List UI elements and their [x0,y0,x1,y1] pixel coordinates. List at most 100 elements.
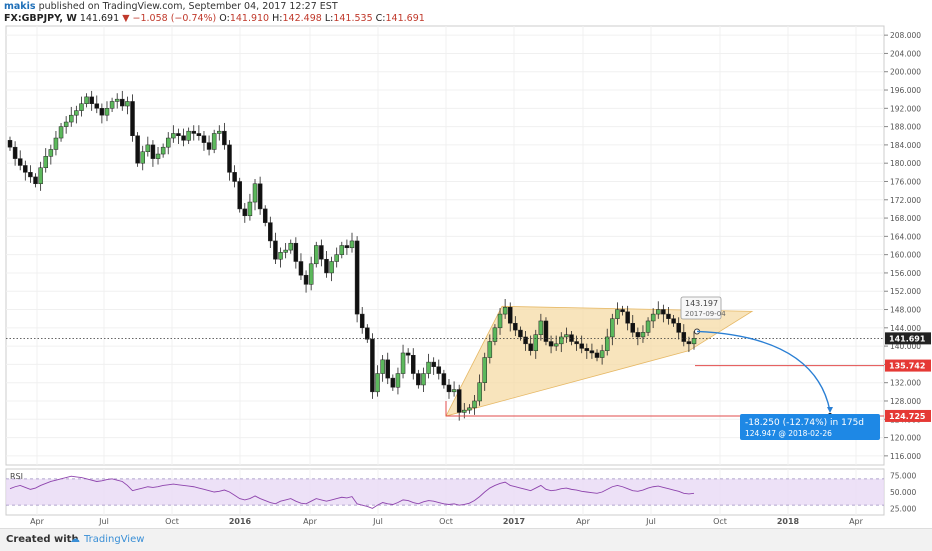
candle-body [53,137,59,150]
candle-body [656,309,661,315]
x-tick-label: Jul [372,517,383,526]
candle-body [671,318,676,324]
candle-body [431,361,436,367]
candle-body [354,240,360,315]
candle-body [89,96,94,104]
candle-body [462,409,467,413]
candle-body [273,240,278,260]
tradingview-logo[interactable]: ☁ TradingView [70,534,144,545]
symbol-header: FX:GBPJPY, W 141.691 ▼ −1.058 (−0.74%) O… [4,13,425,25]
y-tick-label: 120.000 [890,434,921,443]
author-name[interactable]: makis [4,1,36,12]
y-tick-label: 192.000 [890,104,921,113]
candle-body [130,101,135,136]
low-label: L: [324,13,334,24]
start-callout [680,296,722,320]
candle-body [594,352,600,358]
candle-body [262,208,268,223]
y-tick-label: 152.000 [890,287,921,296]
candle-body [411,355,416,374]
price-chart[interactable]: 208.000 204.000 200.000 196.000 192.000 188.0… [0,0,932,528]
high-label: H: [272,13,283,24]
candle-body [487,341,493,358]
y-tick-label: 140.000 [890,342,921,351]
candle-body [7,140,13,148]
symbol-label: FX:GBPJPY, W [4,13,77,24]
candle-body [666,313,671,319]
candle-body [196,133,202,137]
candle-body [380,359,385,374]
candle-body [252,183,258,203]
candle-body [681,332,687,342]
candle-body [186,130,191,141]
candle-body [232,172,237,182]
candle-body [650,313,656,322]
x-tick-label: 2017 [503,517,525,526]
candle-body [211,133,217,150]
candle-body [227,144,232,173]
arrow-head-icon [827,406,833,413]
candle-body [176,133,181,137]
y-tick-label: 168.000 [890,214,921,223]
candle-body [120,98,125,107]
candle-body [23,165,28,173]
candle-body [109,101,115,109]
candle-body [482,357,487,383]
candle-body [324,258,329,274]
candle-body [615,309,620,319]
candle-body [395,373,401,388]
candle-body [349,240,355,249]
candle-body [155,153,161,159]
candle-body [610,318,615,338]
y-tick-label: 156.000 [890,269,921,278]
candle-body [43,156,48,169]
candle-body [171,133,176,139]
rsi-label: RSI [10,472,23,481]
candle-body [237,181,242,210]
candle-body [79,103,84,111]
candle-body [293,242,299,262]
candle-body [268,222,273,242]
x-tick-label: Apr [303,517,318,526]
price-change: −1.058 (−0.74%) [132,13,217,24]
candle-body [599,350,605,358]
candle-body [564,334,569,338]
x-tick-label: Apr [30,517,45,526]
x-tick-label: Oct [165,517,179,526]
candle-body [135,135,140,164]
candle-body [620,309,625,313]
candle-body [359,313,365,329]
candle-body [303,274,309,285]
rsi-line [9,475,695,509]
x-tick-label: Jul [98,517,109,526]
candle-body [339,245,345,255]
candle-body [456,389,462,413]
candle-body [676,322,681,333]
candle-body [222,130,227,146]
candle-body [625,311,630,324]
candle-body [513,322,518,331]
candle-body [507,306,513,324]
high-value: 142.498 [282,13,322,24]
projection-target: 124.947 @ 2018-02-26 [745,429,832,438]
y-tick-label: 148.000 [890,306,921,315]
candle-body [375,373,380,393]
y-tick-label: 144.000 [890,324,921,333]
candle-body [191,130,197,134]
candle-body [74,110,79,116]
candle-body [334,254,339,262]
rsi-tick-label: 25.000 [890,504,916,513]
x-tick-label: Apr [849,517,864,526]
candle-body [538,320,544,335]
close-value: 141.691 [385,13,425,24]
projection-arrow [696,330,831,412]
x-tick-label: Oct [713,517,727,526]
candle-body [589,350,595,354]
candle-body [426,361,431,374]
candle-body [48,149,54,157]
candle-body [451,389,457,393]
candle-body [63,121,69,127]
candle-body [543,320,549,342]
candle-body [405,352,411,356]
candle-body [467,407,472,411]
